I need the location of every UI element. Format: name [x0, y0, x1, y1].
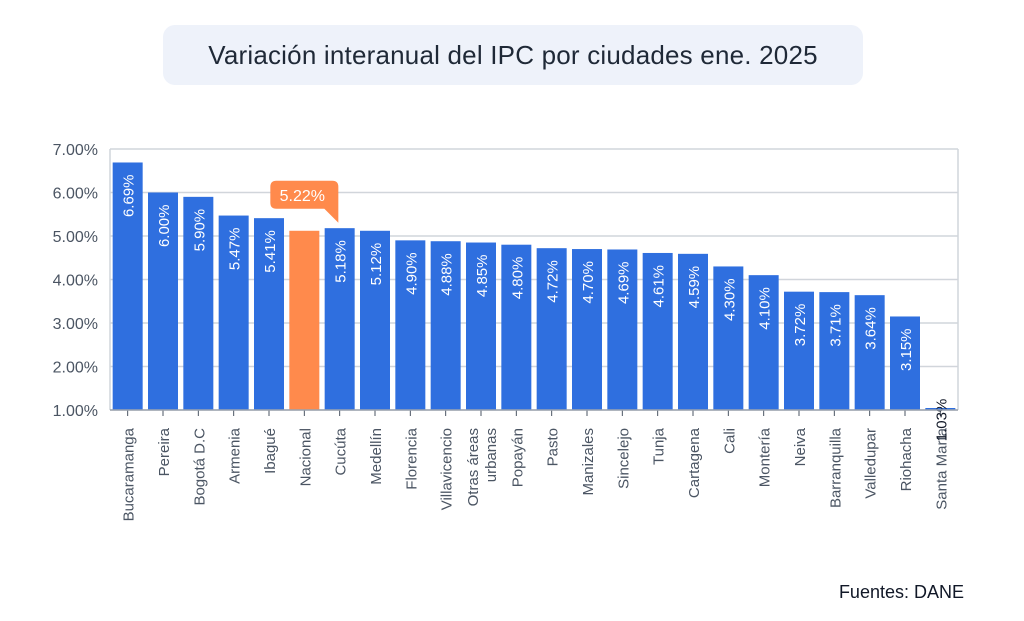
data-label: 3.71%	[827, 304, 844, 347]
x-tick-label: Cucúta	[333, 427, 350, 475]
x-tick-label: Barranquilla	[827, 427, 844, 508]
bar	[501, 244, 532, 410]
data-label: 3.72%	[792, 304, 809, 347]
x-tick-label: Bogotá D.C	[191, 428, 208, 506]
data-label: 5.12%	[368, 243, 385, 286]
x-tick-label: Ibagué	[262, 428, 279, 474]
x-tick-label: urbanas	[483, 428, 500, 482]
bar	[607, 249, 638, 410]
y-tick-label: 4.00%	[53, 273, 98, 290]
x-tick-label: Villavicencio	[439, 428, 456, 510]
bar	[183, 196, 214, 410]
bar	[678, 253, 708, 410]
data-label: 4.90%	[403, 252, 420, 295]
bar	[536, 248, 567, 410]
data-label: 6.69%	[121, 174, 138, 217]
x-tick-label: Cali	[721, 428, 738, 454]
x-tick-label: Valledupar	[863, 428, 880, 499]
data-label: 4.30%	[721, 278, 738, 321]
x-tick-label: Pereira	[156, 427, 173, 476]
y-tick-label: 7.00%	[53, 142, 98, 159]
bar	[148, 192, 178, 410]
data-label: 5.18%	[333, 240, 350, 283]
bar	[890, 316, 920, 410]
data-label: 3.15%	[898, 328, 915, 371]
bar	[430, 241, 461, 410]
y-tick-label: 5.00%	[53, 229, 98, 246]
bar	[784, 291, 814, 410]
bar	[819, 292, 850, 410]
highlight-callout	[270, 180, 339, 223]
x-tick-label: Santa Marta	[933, 427, 950, 509]
y-tick-label: 6.00%	[53, 186, 98, 203]
x-tick-label: Nacional	[297, 428, 314, 486]
x-tick-label: Cartagena	[686, 427, 703, 498]
data-label: 4.10%	[757, 287, 774, 330]
source-note: Fuentes: DANE	[838, 582, 964, 602]
x-tick-label: Tunja	[651, 427, 668, 465]
data-label: 1.03%	[933, 399, 950, 442]
data-label: 4.59%	[686, 266, 703, 309]
x-tick-label: Pasto	[545, 428, 562, 466]
data-label: 4.85%	[474, 255, 491, 298]
bar	[395, 240, 426, 410]
bar	[324, 228, 355, 410]
x-tick-label: Popayán	[509, 428, 526, 487]
bar	[854, 295, 885, 410]
x-tick-label: Sincelejo	[615, 428, 632, 489]
data-label: 4.70%	[580, 261, 597, 304]
bar	[713, 266, 744, 410]
highlight-callout-label: 5.22%	[280, 188, 325, 205]
bar	[289, 230, 320, 410]
chart-title-box: Variación interanual del IPC por ciudade…	[163, 25, 863, 85]
bar	[254, 218, 284, 410]
x-tick-label: Florencia	[403, 427, 420, 489]
data-label: 3.64%	[863, 307, 880, 350]
data-label: 4.61%	[651, 265, 668, 308]
y-tick-label: 1.00%	[53, 403, 98, 420]
bar	[466, 242, 496, 410]
x-tick-label: Riohacha	[898, 427, 915, 491]
x-tick-label: Bucaramanga	[121, 427, 138, 521]
bar	[572, 249, 602, 410]
bar	[748, 275, 779, 410]
x-tick-label: Montería	[757, 427, 774, 487]
x-tick-label: Otras áreas	[465, 428, 482, 506]
chart-title: Variación interanual del IPC por ciudade…	[208, 39, 818, 70]
bar	[925, 408, 956, 410]
data-label: 4.69%	[615, 261, 632, 304]
y-tick-label: 3.00%	[53, 316, 98, 333]
data-label: 4.88%	[439, 253, 456, 296]
bar	[112, 162, 143, 410]
x-tick-label: Armenia	[227, 427, 244, 484]
bar	[360, 230, 390, 410]
data-label: 4.72%	[545, 260, 562, 303]
x-tick-label: Medellín	[368, 428, 385, 485]
bar	[642, 252, 673, 410]
y-tick-label: 2.00%	[53, 360, 98, 377]
data-label: 5.47%	[227, 228, 244, 271]
x-tick-label: Neiva	[792, 427, 809, 466]
bar	[218, 215, 249, 410]
data-label: 4.80%	[509, 257, 526, 300]
data-label: 5.90%	[191, 209, 208, 252]
data-label: 6.00%	[156, 205, 173, 248]
data-label: 5.41%	[262, 230, 279, 273]
x-tick-label: Manizales	[580, 428, 597, 496]
